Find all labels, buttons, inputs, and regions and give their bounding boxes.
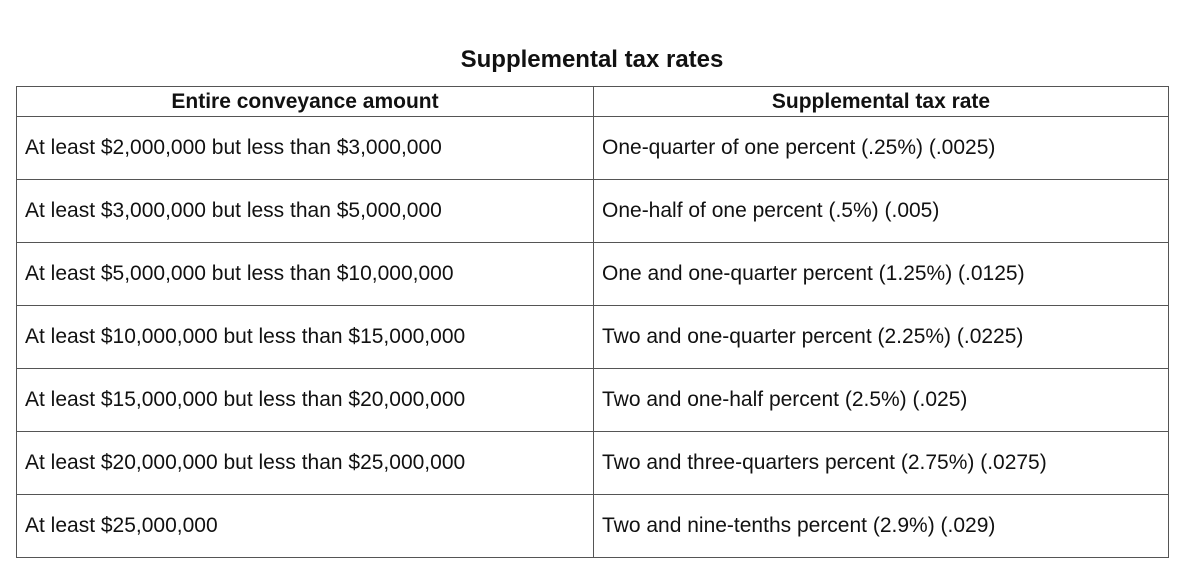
- table-cell: One-half of one percent (.5%) (.005): [593, 179, 1169, 243]
- table-cell: At least $3,000,000 but less than $5,000…: [16, 179, 594, 243]
- table-cell: At least $25,000,000: [16, 494, 594, 558]
- tax-table: Entire conveyance amount Supplemental tax…: [16, 86, 1169, 558]
- table-row: At least $3,000,000 but less than $5,000…: [16, 179, 1169, 243]
- table-cell: Two and one-quarter percent (2.25%) (.02…: [593, 305, 1169, 369]
- table-cell: At least $10,000,000 but less than $15,0…: [16, 305, 594, 369]
- table-cell: At least $2,000,000 but less than $3,000…: [16, 116, 594, 180]
- header-row: Entire conveyance amount Supplemental tax…: [16, 86, 1169, 117]
- table-cell: Two and one-half percent (2.5%) (.025): [593, 368, 1169, 432]
- column-header: Entire conveyance amount: [16, 86, 594, 117]
- table-row: At least $2,000,000 but less than $3,000…: [16, 116, 1169, 180]
- table-cell: At least $20,000,000 but less than $25,0…: [16, 431, 594, 495]
- table-cell: At least $15,000,000 but less than $20,0…: [16, 368, 594, 432]
- column-header: Supplemental tax rate: [593, 86, 1169, 117]
- table-row: At least $25,000,000 Two and nine-tenths …: [16, 494, 1169, 558]
- table-row: At least $10,000,000 but less than $15,0…: [16, 305, 1169, 369]
- table-row: At least $15,000,000 but less than $20,0…: [16, 368, 1169, 432]
- table-cell: One-quarter of one percent (.25%) (.0025…: [593, 116, 1169, 180]
- table-cell: At least $5,000,000 but less than $10,00…: [16, 242, 594, 306]
- table-cell: One and one-quarter percent (1.25%) (.01…: [593, 242, 1169, 306]
- table-row: At least $20,000,000 but less than $25,0…: [16, 431, 1169, 495]
- table-title: Supplemental tax rates: [460, 46, 724, 73]
- table-cell: Two and three-quarters percent (2.75%) (…: [593, 431, 1169, 495]
- table-row: At least $5,000,000 but less than $10,00…: [16, 242, 1169, 306]
- table-cell: Two and nine-tenths percent (2.9%) (.029…: [593, 494, 1169, 558]
